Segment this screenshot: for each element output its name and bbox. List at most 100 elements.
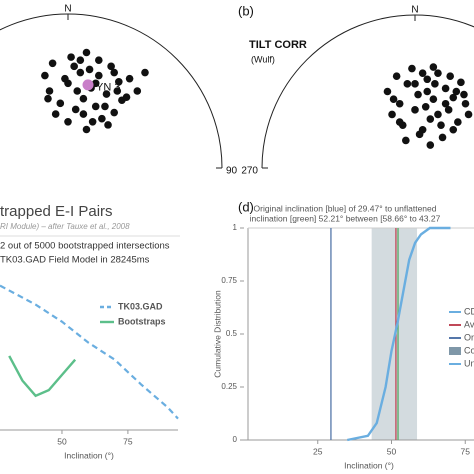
pole-point	[389, 95, 398, 103]
pole-point	[82, 48, 91, 57]
pole-point	[423, 75, 432, 84]
y-tick-label: 0.5	[226, 329, 238, 338]
pole-point	[457, 78, 465, 87]
pole-point	[408, 64, 416, 73]
pole-point	[76, 56, 85, 64]
pole-point	[434, 69, 442, 77]
y-tick-label: 1	[233, 223, 238, 232]
pole-point	[82, 125, 91, 134]
legend-label: CDF	[464, 306, 474, 316]
panel-d-title: Original inclination [blue] of 29.47° to…	[254, 203, 437, 213]
pole-point	[460, 90, 468, 99]
x-tick-label: 75	[123, 436, 133, 446]
north-label: N	[411, 5, 418, 16]
annotation: YN 3	[96, 82, 120, 94]
pole-point	[414, 90, 422, 99]
pole-point	[48, 59, 57, 68]
pole-point	[95, 56, 103, 64]
y-axis-label: Cumulative Distribution	[212, 290, 222, 378]
pole-point	[388, 110, 396, 119]
pole-point	[122, 93, 131, 101]
pole-point	[429, 95, 438, 103]
pole-point	[437, 121, 445, 129]
pole-point	[88, 118, 97, 126]
pole-point	[110, 68, 118, 77]
pole-point	[421, 103, 430, 111]
x-tick-label: 75	[461, 446, 471, 456]
legend-label: Confi	[464, 345, 474, 355]
pole-point	[426, 141, 435, 149]
legend-label: TK03.GAD	[118, 301, 163, 311]
info-line: TK03.GAD Field Model in 28245ms	[0, 255, 150, 266]
info-line: 2 out of 5000 bootstrapped intersections	[0, 241, 170, 252]
pole-point	[415, 130, 424, 139]
pole-point	[51, 110, 60, 118]
panel-label: (b)	[238, 3, 254, 18]
pole-point	[434, 110, 442, 119]
pole-point	[85, 65, 94, 74]
panel-b-subtitle: (Wulf)	[251, 54, 275, 64]
pole-point	[429, 63, 438, 71]
legend-label: Origi	[464, 332, 474, 342]
pole-point	[133, 87, 142, 95]
pole-point	[444, 106, 453, 114]
pole-point	[418, 69, 427, 77]
north-label: N	[64, 4, 71, 15]
pole-point	[402, 136, 410, 145]
mean-point	[82, 79, 94, 91]
pole-point	[452, 87, 461, 96]
pole-point	[70, 62, 78, 71]
pole-point	[461, 99, 470, 108]
pole-point	[411, 80, 419, 88]
pole-point	[73, 87, 82, 95]
pole-point	[102, 90, 111, 98]
x-tick-label: 50	[387, 446, 397, 456]
x-axis-label: Inclination (°)	[344, 460, 394, 470]
pole-point	[449, 125, 458, 134]
pole-point	[438, 133, 447, 142]
pole-point	[101, 102, 109, 111]
end-label: 270	[241, 166, 258, 177]
pole-point	[125, 74, 134, 83]
panel-c-title: trapped E-I Pairs	[0, 203, 113, 220]
pole-point	[441, 99, 450, 108]
panel-c-subtitle: RI Module) – after Tauxe et al., 2008	[0, 222, 130, 231]
pole-point	[411, 106, 419, 114]
series-line	[8, 355, 77, 398]
pole-point	[107, 62, 115, 71]
x-tick-label: 50	[57, 436, 67, 446]
pole-point	[115, 77, 123, 86]
pole-point	[141, 68, 149, 77]
pole-point	[104, 121, 112, 129]
pole-point	[110, 108, 118, 117]
legend-label: Unfla	[464, 358, 474, 368]
pole-point	[71, 105, 80, 114]
pole-point	[41, 71, 49, 80]
panel-label: (d)	[238, 199, 254, 214]
pole-point	[392, 72, 401, 80]
pole-point	[113, 87, 122, 95]
legend-label: Avera	[464, 319, 474, 329]
end-label: 90	[226, 166, 238, 177]
pole-point	[383, 87, 392, 96]
pole-point	[423, 87, 432, 96]
pole-point	[64, 118, 72, 126]
pole-point	[79, 94, 88, 103]
pole-point	[91, 79, 100, 88]
pole-point	[56, 99, 65, 108]
pole-point	[95, 71, 103, 80]
pole-point	[441, 84, 450, 93]
pole-point	[464, 110, 473, 119]
pole-point	[454, 118, 462, 126]
panel-b-title: TILT CORR	[249, 39, 307, 51]
series-line	[347, 226, 451, 442]
pole-point	[98, 114, 106, 123]
pole-point	[431, 80, 439, 88]
pole-point	[91, 102, 100, 111]
pole-point	[403, 80, 412, 88]
pole-point	[395, 118, 404, 126]
pole-point	[61, 74, 69, 83]
legend-swatch	[449, 347, 461, 355]
panel-d-title: inclination [green] 52.21° between [58.6…	[250, 213, 441, 223]
pole-point	[395, 99, 404, 108]
